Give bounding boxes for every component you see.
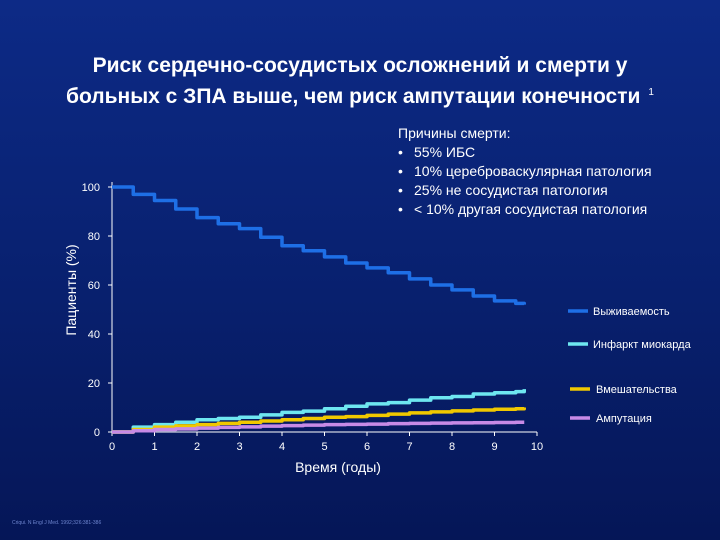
legend-label: Выживаемость xyxy=(593,306,670,318)
x-tick-label: 6 xyxy=(364,441,370,453)
slide-title-line-1: Риск сердечно-сосудистых осложнений и см… xyxy=(92,54,628,77)
series-line-2 xyxy=(112,389,526,434)
chart-series xyxy=(112,185,526,434)
death-cause-text: 10% цереброваскулярная патология xyxy=(414,163,652,179)
y-tick-label: 60 xyxy=(88,280,100,292)
footnote-marker: 1 xyxy=(648,87,654,98)
death-causes-list: • 55% ИБС • 10% цереброваскулярная патолог… xyxy=(398,143,652,219)
death-cause-text: < 10% другая сосудистая патология xyxy=(414,201,648,217)
y-tick-label: 100 xyxy=(82,182,100,194)
bullet-icon: • xyxy=(398,144,403,160)
x-tick-label: 1 xyxy=(151,441,157,453)
x-tick-label: 7 xyxy=(406,441,412,453)
chart-axes: 0 20 40 60 80 100 0 1 2 3 4 5 6 7 8 9 10 xyxy=(82,182,543,453)
series-line-1 xyxy=(112,185,526,306)
y-tick-label: 80 xyxy=(88,231,100,243)
legend-label: Инфаркт миокарда xyxy=(593,339,692,351)
series-line-3 xyxy=(112,406,526,434)
x-tick-label: 9 xyxy=(491,441,497,453)
y-tick-label: 40 xyxy=(88,329,100,341)
x-tick-label: 4 xyxy=(279,441,285,453)
death-causes-title: Причины смерти: xyxy=(398,125,511,141)
x-tick-label: 5 xyxy=(321,441,327,453)
x-tick-label: 8 xyxy=(449,441,455,453)
x-tick-label: 3 xyxy=(236,441,242,453)
bullet-icon: • xyxy=(398,182,403,198)
death-cause-text: 25% не сосудистая патология xyxy=(414,182,608,198)
legend-label: Ампутация xyxy=(596,413,652,425)
death-cause-item: • < 10% другая сосудистая патология xyxy=(398,200,652,219)
source-note: Criqui. N Engl J Med. 1992;326:381-386 xyxy=(12,520,102,526)
x-tick-label: 10 xyxy=(531,441,543,453)
series-line-4 xyxy=(112,420,525,434)
x-axis-label: Время (годы) xyxy=(295,459,381,475)
death-cause-item: • 10% цереброваскулярная патология xyxy=(398,162,652,181)
slide-title-line-2: больных с ЗПА выше, чем риск ампутации к… xyxy=(0,79,720,110)
slide-title-line-2-text: больных с ЗПА выше, чем риск ампутации к… xyxy=(66,85,641,108)
legend-label: Вмешательства xyxy=(596,384,678,396)
bullet-icon: • xyxy=(398,163,403,179)
slide-title: Риск сердечно-сосудистых осложнений и см… xyxy=(0,52,720,110)
y-tick-label: 0 xyxy=(94,427,100,439)
x-tick-label: 0 xyxy=(109,441,115,453)
chart-legend: Выживаемость Инфаркт миокарда Вмешательств… xyxy=(568,306,692,425)
death-cause-item: • 55% ИБС xyxy=(398,143,652,162)
x-tick-label: 2 xyxy=(194,441,200,453)
death-cause-text: 55% ИБС xyxy=(414,144,476,160)
bullet-icon: • xyxy=(398,201,403,217)
death-causes-box: Причины смерти: • 55% ИБС • 10% церебровас… xyxy=(398,124,652,219)
death-cause-item: • 25% не сосудистая патология xyxy=(398,181,652,200)
y-axis-label: Пациенты (%) xyxy=(63,244,79,335)
y-tick-label: 20 xyxy=(88,378,100,390)
